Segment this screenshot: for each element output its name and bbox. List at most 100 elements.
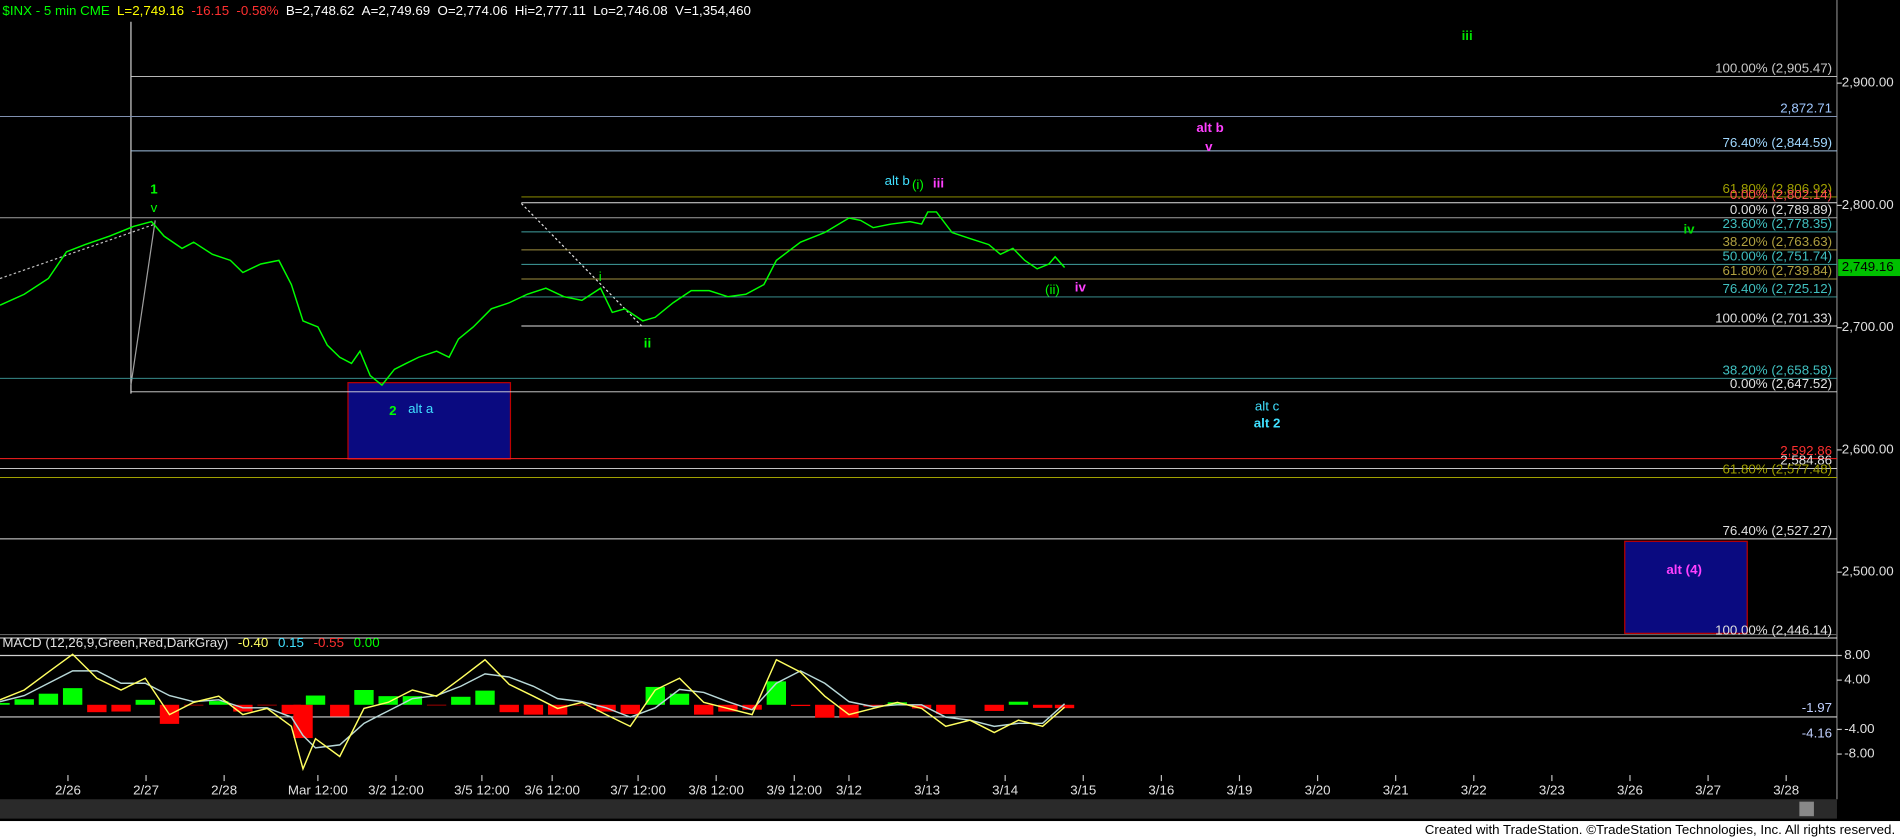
header-item: B=2,748.62 <box>286 2 355 17</box>
macd-title: MACD (12,26,9,Green,Red,DarkGray) <box>2 635 228 650</box>
macd-histogram-bar <box>62 688 83 705</box>
wave-label: 1 <box>150 182 158 197</box>
macd-histogram-bar <box>742 704 762 710</box>
wave-label: i <box>599 269 602 284</box>
macd-histogram-bar <box>694 704 714 715</box>
fib-label: 76.40% (2,527.27) <box>1722 523 1832 538</box>
macd-histogram-bar <box>475 690 495 705</box>
macd-histogram-bar <box>426 704 447 706</box>
macd-value: -0.55 <box>314 635 344 650</box>
x-tick-label: 3/21 <box>1383 782 1409 797</box>
header-item: A=2,749.69 <box>362 2 431 17</box>
x-tick-label: 3/7 12:00 <box>610 782 666 797</box>
y-tick-label: -8.00 <box>1844 746 1874 761</box>
macd-histogram-bar <box>766 681 787 705</box>
target-box <box>347 382 512 460</box>
wave-label: v <box>1205 139 1213 154</box>
header: $INX - 5 min CME L=2,749.16 -16.15 -0.58% B=… <box>2 2 751 17</box>
wave-label: ii <box>644 335 651 350</box>
x-tick-label: 3/16 <box>1148 782 1174 797</box>
macd-histogram-bar <box>572 704 592 706</box>
scrollbar-thumb[interactable] <box>1799 801 1814 817</box>
footer: Created with TradeStation. ©TradeStation… <box>1425 822 1895 837</box>
fib-label: 23.60% (2,778.35) <box>1722 216 1832 231</box>
macd-histogram-bar <box>184 704 204 706</box>
header-item: -0.58% <box>236 2 278 17</box>
macd-histogram-bar <box>669 693 690 705</box>
wave-label: alt a <box>408 401 434 416</box>
macd-histogram-bar <box>208 701 229 705</box>
last-price-label: 2,749.16 <box>1842 259 1894 274</box>
macd-histogram-bar <box>1054 704 1075 709</box>
fib-label: 0.00% (2,802.14) <box>1730 187 1832 202</box>
x-tick-label: 3/23 <box>1539 782 1565 797</box>
macd-histogram-bar <box>815 704 835 718</box>
header-item: L=2,749.16 <box>117 2 184 17</box>
trend-line <box>130 220 156 386</box>
fib-label: 100.00% (2,446.14) <box>1715 622 1832 637</box>
macd-histogram-bar <box>863 704 883 707</box>
fib-label: 76.40% (2,725.12) <box>1722 281 1832 296</box>
macd-histogram-bar <box>111 704 131 712</box>
fib-label: 61.80% (2,806.92) <box>1722 181 1832 196</box>
x-tick-label: 2/28 <box>211 782 237 797</box>
header-item: O=2,774.06 <box>437 2 507 17</box>
header-item: -16.15 <box>191 2 229 17</box>
macd-histogram-bar <box>135 699 155 705</box>
x-tick-label: 3/27 <box>1695 782 1721 797</box>
last-price-badge <box>1838 259 1900 277</box>
macd-histogram-bar <box>0 702 10 705</box>
wave-label: alt (4) <box>1666 562 1702 577</box>
fib-label: 38.20% (2,763.63) <box>1722 234 1832 249</box>
x-tick-label: 3/19 <box>1227 782 1253 797</box>
macd-header: MACD (12,26,9,Green,Red,DarkGray) -0.40 0.… <box>2 635 379 650</box>
x-tick-label: 3/28 <box>1773 782 1799 797</box>
macd-histogram-bar <box>378 696 398 705</box>
footer-strip <box>0 821 1900 838</box>
scrollbar[interactable] <box>0 799 1837 819</box>
header-item: $INX - 5 min CME <box>2 2 109 17</box>
y-tick-label: 4.00 <box>1844 672 1870 687</box>
header-item: V=1,354,460 <box>675 2 751 17</box>
fib-label: 0.00% (2,789.89) <box>1730 202 1832 217</box>
y-tick-label: 2,700.00 <box>1842 319 1894 334</box>
x-tick-label: 3/15 <box>1070 782 1096 797</box>
wave-label: v <box>151 200 158 215</box>
macd-histogram-bar <box>887 702 908 705</box>
target-box <box>1624 540 1748 634</box>
macd-histogram-bar <box>354 689 374 705</box>
macd-level-label: -1.97 <box>1802 700 1832 715</box>
macd-histogram-bar <box>87 704 107 713</box>
wave-label: iv <box>1683 222 1695 237</box>
y-tick-label: 2,600.00 <box>1842 441 1894 456</box>
x-tick-label: 3/6 12:00 <box>524 782 580 797</box>
fib-label: 2,872.71 <box>1780 101 1832 116</box>
macd-histogram-bar <box>499 704 519 713</box>
macd-histogram-bar <box>281 704 302 715</box>
macd-histogram-bar <box>14 699 34 705</box>
fib-label: 61.80% (2,577.48) <box>1722 462 1832 477</box>
macd-histogram-bar <box>1008 701 1029 705</box>
macd-level-label: -4.16 <box>1802 726 1832 741</box>
macd-histogram-bar <box>620 704 640 715</box>
wave-label: alt b <box>885 173 910 188</box>
fib-label: 100.00% (2,905.47) <box>1715 61 1832 76</box>
x-tick-label: 3/12 <box>836 782 862 797</box>
macd-line <box>0 653 1066 772</box>
macd-histogram-bar <box>790 704 811 707</box>
x-tick-label: 2/27 <box>133 782 159 797</box>
header-item: Hi=2,777.11 <box>515 2 586 17</box>
x-tick-label: Mar 12:00 <box>288 782 348 797</box>
macd-histogram-bar <box>330 704 350 717</box>
y-tick-label: 8.00 <box>1844 647 1870 662</box>
macd-histogram-bar <box>305 695 326 705</box>
fib-label: 2,592.86 <box>1780 443 1832 458</box>
x-tick-label: 3/9 12:00 <box>767 782 823 797</box>
price-line <box>0 211 1066 387</box>
macd-value: 0.00 <box>354 635 380 650</box>
y-tick-label: 2,500.00 <box>1842 564 1894 579</box>
macd-histogram-bar <box>402 696 423 705</box>
x-tick-label: 3/14 <box>992 782 1019 797</box>
macd-histogram-bar <box>1032 704 1053 708</box>
